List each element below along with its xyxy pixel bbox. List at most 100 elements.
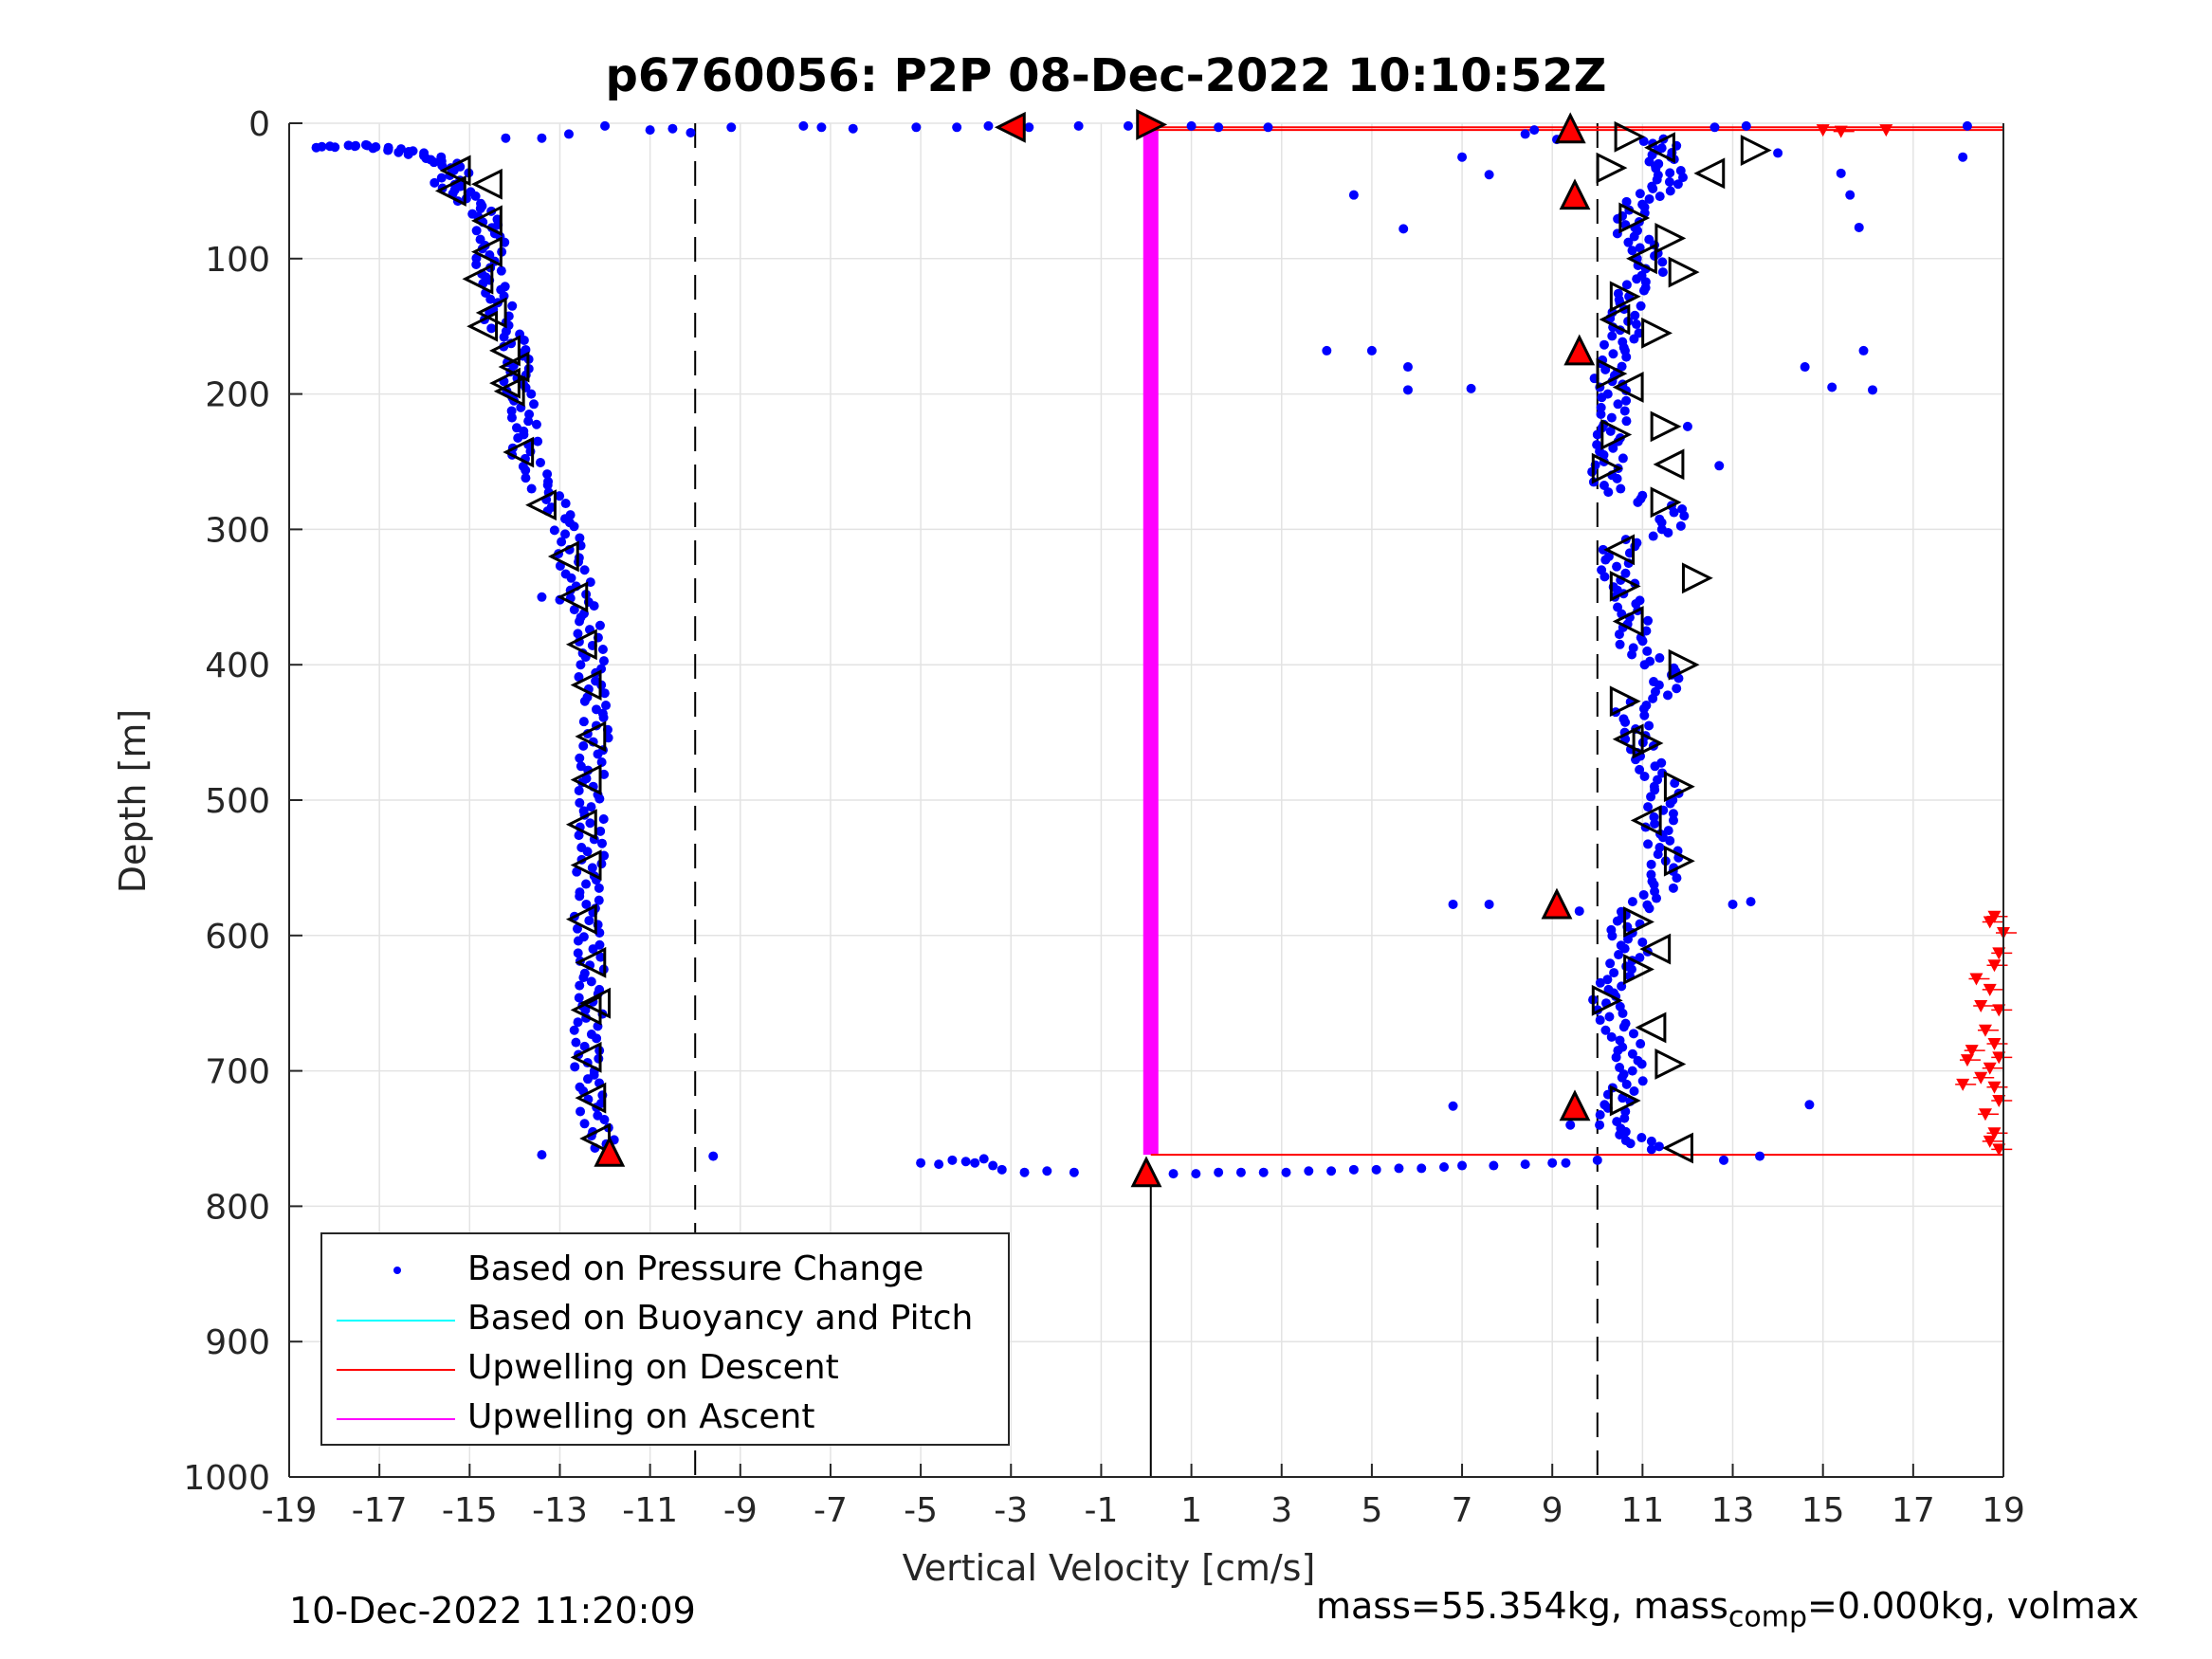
- pressure-point: [1457, 1160, 1468, 1171]
- pressure-point: [597, 838, 608, 848]
- pressure-point: [586, 802, 596, 812]
- pressure-point: [1326, 1166, 1337, 1176]
- pressure-point: [1641, 626, 1652, 636]
- pressure-point: [1547, 1158, 1558, 1168]
- pressure-point: [596, 757, 607, 768]
- pressure-point: [1024, 122, 1034, 133]
- pressure-point: [578, 740, 589, 751]
- descent-buoyancy-marker: [570, 1041, 602, 1073]
- pressure-point: [667, 123, 678, 134]
- pressure-point: [1663, 826, 1673, 836]
- pressure-point: [1073, 120, 1084, 131]
- ascent-buoyancy-marker: [1591, 452, 1623, 484]
- flagged-marker: [1136, 109, 1168, 140]
- pressure-point: [1630, 310, 1640, 320]
- legend-line-icon: [337, 1369, 455, 1371]
- pressure-point: [1773, 148, 1783, 158]
- pressure-point: [575, 533, 585, 543]
- pressure-point: [1633, 1055, 1643, 1066]
- pressure-point: [1592, 440, 1602, 450]
- pressure-point: [1644, 720, 1654, 731]
- pressure-point: [1529, 125, 1540, 136]
- flagged-marker: [1563, 334, 1596, 366]
- pressure-point: [557, 537, 567, 547]
- pressure-point: [1868, 385, 1878, 395]
- flagged-marker: [594, 1135, 626, 1167]
- pressure-point: [585, 818, 595, 829]
- data-layer: [311, 120, 2017, 1179]
- x-tick-label: 17: [1892, 1491, 1935, 1530]
- pressure-point: [1606, 412, 1617, 423]
- pressure-point: [978, 1154, 989, 1164]
- pressure-point: [1663, 690, 1673, 701]
- flagged-marker: [1130, 1156, 1162, 1188]
- pressure-point: [1615, 1063, 1625, 1073]
- pressure-point: [593, 749, 603, 759]
- legend-item-upwelling-descent: Upwelling on Descent: [322, 1340, 1008, 1390]
- pressure-point: [1616, 940, 1626, 951]
- x-axis-label-text: Vertical Velocity [cm/s]: [902, 1547, 1316, 1589]
- pressure-point: [582, 847, 593, 857]
- descent-buoyancy-marker: [570, 994, 602, 1026]
- pressure-point: [599, 1115, 610, 1125]
- x-tick-label: 5: [1361, 1491, 1382, 1530]
- pressure-point: [1069, 1167, 1079, 1177]
- pressure-point: [1620, 1018, 1631, 1029]
- ascent-buoyancy-marker: [1612, 372, 1644, 403]
- descent-buoyancy-marker: [547, 540, 579, 573]
- pressure-point: [519, 335, 529, 345]
- pressure-point: [1595, 1120, 1605, 1130]
- descent-buoyancy-marker: [466, 310, 499, 342]
- pressure-point: [430, 177, 440, 188]
- pressure-point: [1664, 176, 1674, 187]
- descent-buoyancy-marker: [470, 205, 503, 237]
- pressure-point: [1402, 385, 1413, 395]
- pressure-point: [537, 592, 547, 602]
- x-tick-label: -17: [352, 1491, 408, 1530]
- pressure-point: [549, 525, 559, 536]
- pressure-point: [1457, 152, 1468, 162]
- pressure-point: [1603, 984, 1614, 994]
- pressure-point: [1672, 684, 1682, 694]
- pressure-point: [1258, 1167, 1269, 1177]
- ascent-buoyancy-marker: [1662, 1132, 1693, 1164]
- ascent-buoyancy-marker: [1614, 120, 1646, 153]
- pressure-point: [575, 616, 585, 627]
- pressure-point: [403, 149, 413, 159]
- pressure-point: [1612, 561, 1622, 572]
- pressure-point: [1641, 701, 1652, 711]
- pressure-point: [1619, 406, 1630, 416]
- pressure-point: [324, 141, 335, 152]
- mass-prefix: mass=55.354kg, mass: [1316, 1585, 1728, 1627]
- pressure-point: [1439, 1161, 1450, 1172]
- pressure-point: [1635, 764, 1645, 775]
- pressure-point: [960, 1157, 971, 1167]
- pressure-point: [1668, 815, 1678, 826]
- pressure-point: [916, 1158, 926, 1168]
- mass-suffix: =0.000kg, volmax: [1807, 1585, 2140, 1627]
- pressure-point: [1646, 859, 1656, 869]
- pressure-point: [1618, 714, 1629, 724]
- pressure-point: [1371, 1164, 1381, 1175]
- pressure-point: [1668, 883, 1678, 893]
- pressure-point: [592, 1033, 602, 1044]
- x-tick-label: -19: [262, 1491, 318, 1530]
- pressure-point: [598, 656, 609, 666]
- pressure-point: [1654, 191, 1665, 202]
- x-tick-label: 7: [1452, 1491, 1473, 1530]
- pressure-point: [1618, 453, 1628, 464]
- pressure-point: [1484, 170, 1494, 180]
- pressure-point: [1592, 429, 1602, 440]
- pressure-point: [1627, 246, 1637, 256]
- pressure-point: [686, 127, 696, 137]
- pressure-point: [573, 1017, 583, 1028]
- ascent-buoyancy-marker: [1653, 448, 1685, 481]
- pressure-point: [952, 122, 962, 133]
- pressure-point: [645, 125, 655, 136]
- pressure-point: [1627, 1048, 1637, 1059]
- x-tick-label: 9: [1542, 1491, 1563, 1530]
- pressure-point: [1682, 421, 1692, 431]
- pressure-point: [579, 565, 590, 575]
- pressure-point: [848, 123, 858, 134]
- ascent-buoyancy-marker: [1663, 845, 1695, 877]
